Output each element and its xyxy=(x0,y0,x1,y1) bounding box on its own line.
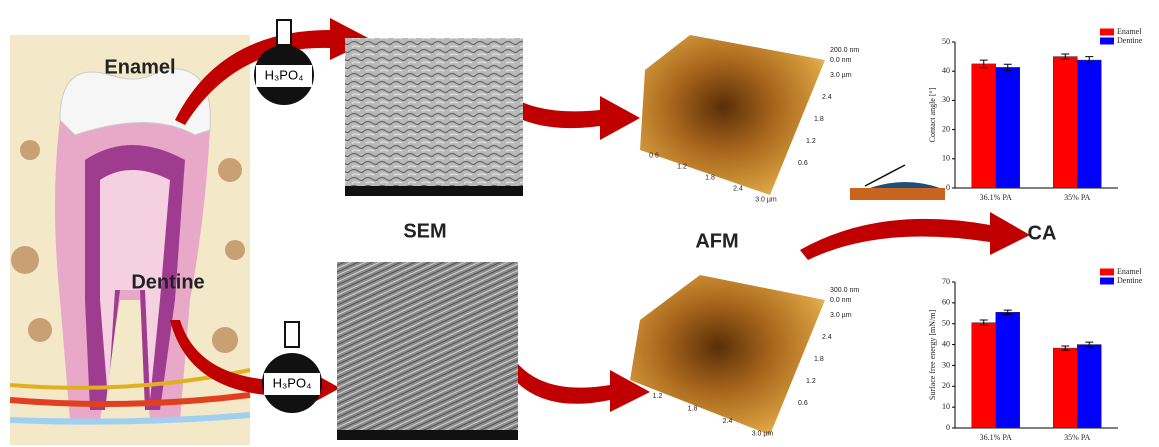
sem-image xyxy=(345,38,523,196)
bar xyxy=(996,312,1020,428)
enamel-label: Enamel xyxy=(104,56,175,78)
afm-y-tick: 2.4 xyxy=(822,334,832,341)
y-axis-label: Contact angle [°] xyxy=(928,87,937,142)
x-tick-label: 36.1% PA xyxy=(980,193,1012,202)
y-tick-label: 0 xyxy=(946,423,950,432)
bar xyxy=(972,323,996,428)
y-tick-label: 40 xyxy=(942,339,950,348)
y-tick-label: 10 xyxy=(942,154,950,163)
y-tick-label: 30 xyxy=(942,95,950,104)
tooth-illustration xyxy=(10,35,250,445)
y-tick-label: 60 xyxy=(942,298,950,307)
afm-y-tick: 1.8 xyxy=(814,356,824,363)
afm-surface xyxy=(630,275,825,435)
afm-y-tick: 2.4 xyxy=(822,94,832,101)
legend-swatch xyxy=(1100,269,1114,276)
legend-label: Enamel xyxy=(1117,267,1142,276)
afm-x-tick: 0.6 xyxy=(649,152,659,159)
y-tick-label: 10 xyxy=(942,402,950,411)
afm-z-label: 0.0 nm xyxy=(830,57,852,64)
afm-x-tick: 1.8 xyxy=(688,406,698,413)
graphical-abstract: Enamel Dentine H₃PO₄ H₃PO₄ SEM AFM CA 0 1… xyxy=(0,0,1159,447)
sem-label: SEM xyxy=(403,220,446,242)
afm-y-tick: 1.2 xyxy=(806,138,816,145)
afm-y-tick: 3.0 µm xyxy=(830,72,852,79)
afm-x-tick: 1.8 xyxy=(705,174,715,181)
acid-label: H₃PO₄ xyxy=(265,67,304,82)
afm-x-tick: 3.0 µm xyxy=(752,431,774,438)
y-tick-label: 50 xyxy=(942,319,950,328)
legend-label: Dentine xyxy=(1117,276,1143,285)
bar xyxy=(972,64,996,188)
afm-x-tick: 2.4 xyxy=(723,418,733,425)
legend-swatch xyxy=(1100,38,1114,45)
contact-angle-sketch xyxy=(850,165,945,200)
afm-z-label: 0.0 nm xyxy=(830,297,852,304)
y-tick-label: 40 xyxy=(942,66,950,75)
bar xyxy=(1053,348,1077,428)
y-tick-label: 30 xyxy=(942,360,950,369)
afm-z-label: 200.0 nm xyxy=(830,47,859,54)
legend-swatch xyxy=(1100,278,1114,285)
afm-y-tick: 0.6 xyxy=(798,400,808,407)
afm-surface xyxy=(640,35,825,195)
afm-y-tick: 3.0 µm xyxy=(830,312,852,319)
acid-flask-bottom xyxy=(262,322,322,413)
y-axis-label: Surface free energy [mN/m] xyxy=(928,310,937,401)
legend-label: Enamel xyxy=(1117,27,1142,36)
afm-x-tick: 1.2 xyxy=(677,163,687,170)
bar xyxy=(996,67,1020,188)
afm-x-tick: 2.4 xyxy=(733,185,743,192)
x-tick-label: 36.1% PA xyxy=(980,433,1012,442)
y-tick-label: 70 xyxy=(942,277,950,286)
ca-label: CA xyxy=(1028,222,1057,244)
y-tick-label: 0 xyxy=(946,183,950,192)
acid-label: H₃PO₄ xyxy=(273,375,312,390)
legend-label: Dentine xyxy=(1117,36,1143,45)
afm-y-tick: 1.2 xyxy=(806,378,816,385)
y-tick-label: 20 xyxy=(942,124,950,133)
afm-x-tick: 3.0 µm xyxy=(755,196,777,203)
afm-z-label: 300.0 nm xyxy=(830,287,859,294)
legend-swatch xyxy=(1100,29,1114,36)
dentine-label: Dentine xyxy=(131,271,204,293)
x-tick-label: 35% PA xyxy=(1064,193,1090,202)
sem-image xyxy=(337,262,518,440)
bar xyxy=(1053,57,1077,188)
afm-label: AFM xyxy=(695,230,738,252)
y-tick-label: 50 xyxy=(942,37,950,46)
bar xyxy=(1077,60,1101,188)
sem-info-bar xyxy=(337,430,518,440)
sem-info-bar xyxy=(345,186,523,196)
afm-x-tick: 1.2 xyxy=(653,393,663,400)
afm-y-tick: 1.8 xyxy=(814,116,824,123)
y-tick-label: 20 xyxy=(942,381,950,390)
afm-y-tick: 0.6 xyxy=(798,160,808,167)
x-tick-label: 35% PA xyxy=(1064,433,1090,442)
bar xyxy=(1077,345,1101,428)
